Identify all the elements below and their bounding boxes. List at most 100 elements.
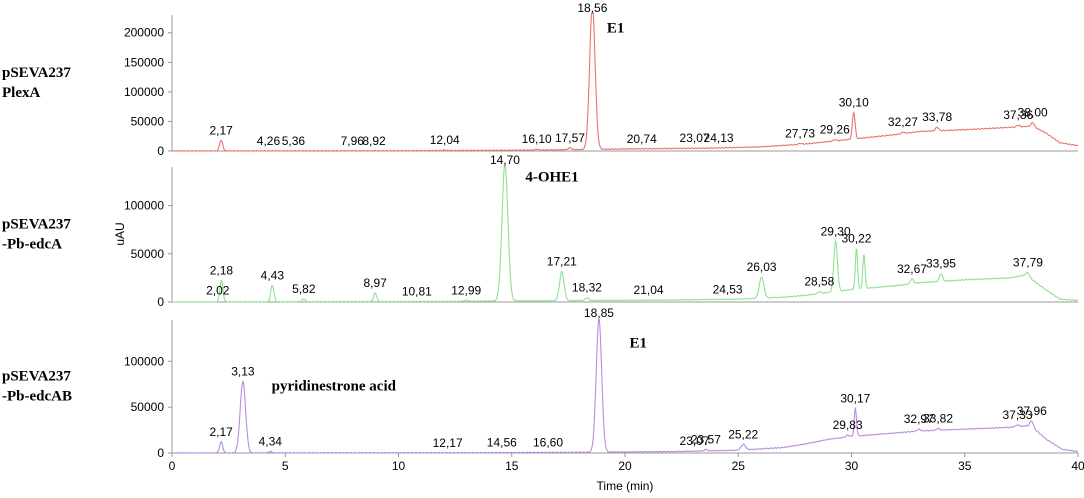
- peak-label: 8,97: [363, 276, 387, 290]
- x-tick-label: 15: [505, 459, 519, 473]
- y-tick: 100000: [124, 85, 172, 99]
- y-tick-label: 200000: [124, 26, 164, 40]
- peak-label: 20,74: [627, 132, 657, 146]
- peak-label: 25,22: [728, 427, 758, 441]
- panel-label: pSEVA237: [2, 369, 71, 385]
- x-tick: 0: [169, 453, 176, 473]
- x-tick-label: 30: [845, 459, 859, 473]
- peak-label: 29,83: [833, 418, 863, 432]
- y-tick-label: 0: [157, 295, 164, 309]
- x-tick-label: 35: [958, 459, 972, 473]
- compound-annotation: 4-OHE1: [525, 169, 578, 185]
- peak-label: 2,18: [210, 264, 234, 278]
- peak-label: 18,32: [572, 281, 602, 295]
- x-tick: 35: [958, 453, 972, 473]
- x-tick-label: 25: [732, 459, 746, 473]
- y-tick-label: 150000: [124, 55, 164, 69]
- peak-label: 33,95: [926, 257, 956, 271]
- y-tick-label: 100000: [124, 85, 164, 99]
- x-tick-label: 10: [392, 459, 406, 473]
- peak-label: 4,26: [257, 134, 281, 148]
- x-axis-title: Time (min): [597, 479, 654, 493]
- panel-edcA: 0 50000 100000 pSEVA237 -Pb-edcA 2,02 2,18 4,43…: [2, 153, 1079, 309]
- x-tick: 40: [1071, 453, 1084, 473]
- x-tick-label: 20: [618, 459, 632, 473]
- peak-label: 32,67: [897, 262, 927, 276]
- series-trace-plexA: [171, 12, 1079, 152]
- series-trace-edcAB: [171, 316, 1079, 454]
- peak-label: 3,13: [231, 364, 255, 378]
- series-trace-edcA: [171, 164, 1079, 303]
- peak-label: 32,97: [904, 412, 934, 426]
- peak-label: 10,81: [402, 285, 432, 299]
- y-tick-label: 0: [157, 446, 164, 460]
- y-tick: 100000: [124, 199, 172, 213]
- compound-annotation: E1: [630, 336, 648, 352]
- y-tick-label: 100000: [124, 354, 164, 368]
- panel-label: -Pb-edcAB: [2, 389, 72, 405]
- peak-label: 29,26: [820, 123, 850, 137]
- peak-label: 24,53: [713, 282, 743, 296]
- peak-label: 4,34: [259, 435, 283, 449]
- peak-label: 24,13: [704, 131, 734, 145]
- compound-annotation: pyridinestrone acid: [272, 379, 397, 395]
- peak-label: 21,04: [634, 283, 664, 297]
- peak-label: 33,82: [923, 411, 953, 425]
- y-tick-label: 0: [157, 144, 164, 158]
- peak-label: 12,17: [433, 436, 463, 450]
- peak-label: 29,30: [821, 224, 851, 238]
- peak-label: 30,22: [841, 232, 871, 246]
- panel-label: pSEVA237: [2, 65, 71, 81]
- peak-label: 2,17: [209, 425, 233, 439]
- y-tick: 50000: [131, 114, 172, 128]
- peak-label: 28,58: [804, 275, 834, 289]
- peak-label: 2,17: [209, 123, 233, 137]
- x-tick: 25: [732, 453, 746, 473]
- y-tick: 0: [157, 446, 172, 460]
- peak-label: 26,03: [747, 260, 777, 274]
- peak-label: 18,56: [577, 1, 607, 15]
- compound-annotation: E1: [607, 21, 625, 37]
- peak-label: 12,99: [451, 283, 481, 297]
- y-tick: 0: [157, 295, 172, 309]
- peak-label: 2,02: [206, 283, 230, 297]
- y-tick: 50000: [131, 400, 172, 414]
- x-tick: 15: [505, 453, 519, 473]
- peak-label: 5,36: [282, 134, 306, 148]
- peak-label: 17,21: [547, 255, 577, 269]
- y-tick: 100000: [124, 354, 172, 368]
- peak-label: 37,79: [1013, 256, 1043, 270]
- peak-label: 16,10: [522, 132, 552, 146]
- peak-label: 23,07: [680, 131, 710, 145]
- panel-plexA: 0 50000 100000 150000 200000 pSEVA237 PlexA 2,1…: [2, 1, 1079, 158]
- y-tick: 200000: [124, 26, 172, 40]
- x-axis: 0 5 10 15 20 25 30 35 40: [169, 453, 1084, 473]
- panel-label: PlexA: [2, 85, 40, 101]
- panel-label: pSEVA237: [2, 217, 71, 233]
- y-tick: 0: [157, 144, 172, 158]
- panel-edcAB: 0 50000 100000 pSEVA237 -Pb-edcAB 2,17 3,13 4,3…: [2, 306, 1079, 460]
- x-tick: 30: [845, 453, 859, 473]
- peak-label: 37,36: [1003, 108, 1033, 122]
- peak-label: 30,10: [839, 95, 869, 109]
- x-tick-label: 5: [282, 459, 289, 473]
- peak-label: 18,85: [584, 306, 614, 320]
- peak-label: 7,96: [341, 134, 365, 148]
- y-axis-title: uAU: [113, 222, 127, 245]
- y-tick-label: 100000: [124, 199, 164, 213]
- y-tick: 50000: [131, 247, 172, 261]
- y-tick-label: 50000: [131, 247, 165, 261]
- y-tick-label: 50000: [131, 114, 165, 128]
- peak-label: 27,73: [785, 126, 815, 140]
- x-tick: 5: [282, 453, 289, 473]
- chart-panels: 0 50000 100000 150000 200000 pSEVA237 PlexA 2,1…: [2, 1, 1079, 460]
- x-tick: 10: [392, 453, 406, 473]
- y-tick-label: 50000: [131, 400, 165, 414]
- y-tick: 150000: [124, 55, 172, 69]
- peak-label: 14,56: [487, 436, 517, 450]
- peak-label: 23,57: [691, 433, 721, 447]
- peak-label: 30,17: [840, 392, 870, 406]
- peak-label: 16,60: [533, 435, 563, 449]
- peak-label: 38,00: [1018, 106, 1048, 120]
- x-tick-label: 0: [169, 459, 176, 473]
